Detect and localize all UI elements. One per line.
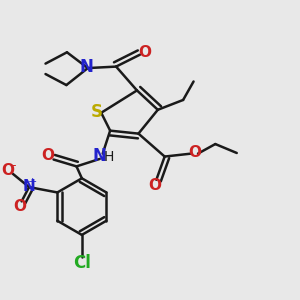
Text: O: O — [138, 45, 151, 60]
Text: N: N — [93, 147, 107, 165]
Text: H: H — [104, 150, 114, 164]
Text: -: - — [11, 159, 16, 172]
Text: O: O — [42, 148, 55, 164]
Text: N: N — [80, 58, 94, 76]
Text: O: O — [188, 145, 202, 160]
Text: O: O — [14, 199, 27, 214]
Text: +: + — [28, 177, 37, 187]
Text: O: O — [148, 178, 161, 193]
Text: S: S — [91, 103, 103, 121]
Text: O: O — [2, 163, 14, 178]
Text: Cl: Cl — [73, 254, 91, 272]
Text: N: N — [23, 179, 35, 194]
